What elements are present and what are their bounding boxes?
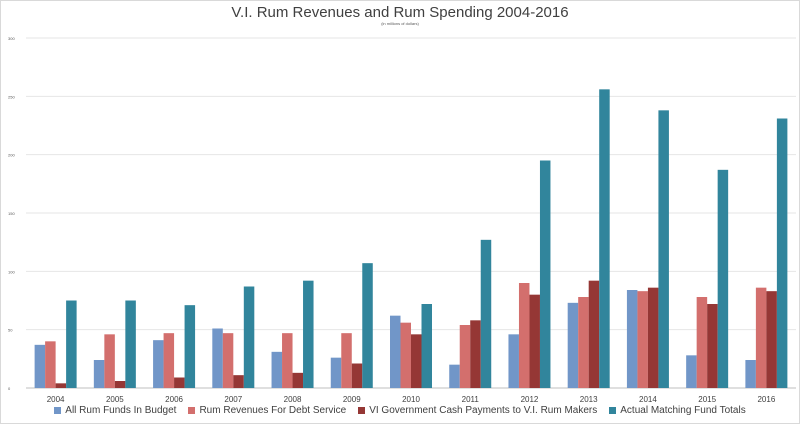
bar xyxy=(470,320,481,388)
bar xyxy=(104,334,115,388)
bar xyxy=(508,334,519,388)
bar xyxy=(745,360,756,388)
chart-subtitle: (in millions of dollars) xyxy=(381,21,419,26)
bar xyxy=(55,383,67,388)
bar xyxy=(66,300,77,388)
legend-label: VI Government Cash Payments to V.I. Rum … xyxy=(369,405,598,416)
x-tick-label: 2006 xyxy=(165,395,183,404)
bar xyxy=(303,280,314,388)
bar xyxy=(717,169,729,388)
bar xyxy=(125,300,136,388)
y-tick-label: 300 xyxy=(8,36,15,41)
bar xyxy=(647,287,659,388)
bar xyxy=(637,291,648,388)
bar xyxy=(776,118,788,388)
bar xyxy=(292,372,304,388)
bar xyxy=(755,287,767,388)
bar xyxy=(93,360,105,388)
x-tick-label: 2005 xyxy=(106,395,124,404)
x-tick-label: 2015 xyxy=(698,395,716,404)
x-tick-label: 2009 xyxy=(343,395,361,404)
bar xyxy=(34,344,46,388)
bar xyxy=(390,315,401,388)
bar xyxy=(163,333,175,388)
legend-swatch xyxy=(609,407,617,414)
bar xyxy=(153,340,164,388)
bar xyxy=(480,239,492,388)
bar xyxy=(626,290,638,388)
legend-item: Rum Revenues For Debt Service xyxy=(188,405,346,416)
x-tick-label: 2008 xyxy=(284,395,302,404)
bar xyxy=(588,280,600,388)
bar xyxy=(766,291,777,388)
bar xyxy=(351,363,363,388)
bar xyxy=(578,297,589,388)
x-tick-label: 2016 xyxy=(757,395,775,404)
bar xyxy=(421,304,432,388)
y-tick-label: 150 xyxy=(8,211,15,216)
legend-item: All Rum Funds In Budget xyxy=(54,405,176,416)
bar xyxy=(233,375,244,388)
bar xyxy=(686,355,697,388)
legend-item: Actual Matching Fund Totals xyxy=(609,405,746,416)
bar xyxy=(411,334,422,388)
x-tick-label: 2011 xyxy=(462,395,480,404)
legend-swatch xyxy=(54,407,62,414)
bar xyxy=(567,302,579,388)
legend-swatch xyxy=(188,407,196,414)
x-tick-label: 2012 xyxy=(521,395,539,404)
bar xyxy=(696,297,708,388)
bar xyxy=(658,110,669,388)
chart-legend: All Rum Funds In Budget Rum Revenues For … xyxy=(0,405,800,416)
bar xyxy=(400,322,411,388)
y-tick-label: 0 xyxy=(8,386,11,391)
bar xyxy=(222,333,234,388)
legend-label: Actual Matching Fund Totals xyxy=(620,405,746,416)
bar xyxy=(459,325,471,388)
bar xyxy=(599,89,610,388)
legend-swatch xyxy=(358,407,366,414)
bar xyxy=(212,328,223,388)
y-tick-label: 200 xyxy=(8,153,15,158)
bar xyxy=(707,304,718,388)
legend-label: All Rum Funds In Budget xyxy=(65,405,177,416)
bar xyxy=(539,160,551,388)
x-tick-label: 2013 xyxy=(580,395,598,404)
bar xyxy=(174,377,185,388)
bar xyxy=(243,286,255,388)
bar xyxy=(184,305,196,388)
y-tick-label: 250 xyxy=(8,94,15,99)
x-tick-label: 2004 xyxy=(47,395,65,404)
legend-label: Rum Revenues For Debt Service xyxy=(199,405,347,416)
bar xyxy=(271,351,283,388)
x-tick-label: 2010 xyxy=(402,395,420,404)
bar xyxy=(518,283,530,388)
bar xyxy=(341,333,352,388)
bar xyxy=(362,263,373,388)
legend-item: VI Government Cash Payments to V.I. Rum … xyxy=(358,405,597,416)
y-tick-label: 100 xyxy=(8,269,15,274)
x-tick-label: 2014 xyxy=(639,395,657,404)
bar xyxy=(529,294,540,388)
bar xyxy=(45,341,56,388)
bar xyxy=(449,364,460,388)
chart-title: V.I. Rum Revenues and Rum Spending 2004-… xyxy=(231,4,569,21)
bar xyxy=(282,333,293,388)
bar xyxy=(114,381,126,388)
bar xyxy=(330,357,342,388)
x-tick-label: 2007 xyxy=(224,395,242,404)
y-tick-label: 50 xyxy=(8,328,13,333)
